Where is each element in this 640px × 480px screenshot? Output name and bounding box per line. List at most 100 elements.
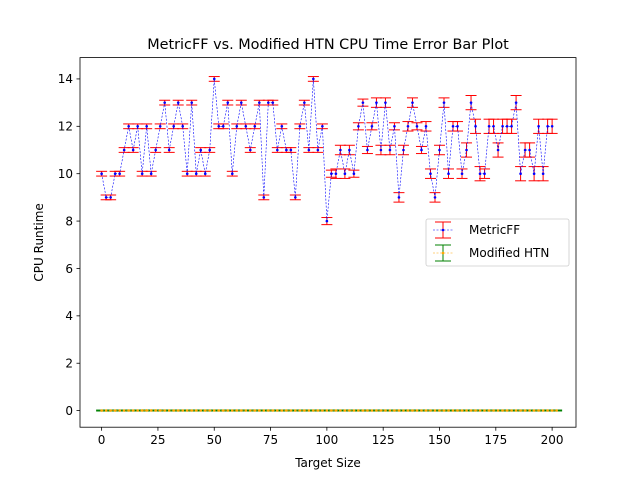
data-point bbox=[113, 409, 117, 412]
data-point bbox=[370, 125, 374, 128]
data-point bbox=[528, 409, 531, 412]
data-point bbox=[262, 196, 266, 199]
data-point bbox=[483, 172, 486, 175]
data-point bbox=[514, 101, 518, 104]
data-point bbox=[185, 409, 189, 412]
y-tick-label: 4 bbox=[65, 309, 73, 323]
data-point bbox=[375, 101, 378, 104]
data-point bbox=[154, 409, 157, 412]
chart-title: MetricFF vs. Modified HTN CPU Time Error… bbox=[147, 37, 509, 53]
legend-label-modified-htn: Modified HTN bbox=[469, 246, 549, 260]
data-point bbox=[388, 409, 392, 412]
data-point bbox=[357, 409, 360, 412]
data-point bbox=[167, 148, 171, 152]
data-point bbox=[496, 148, 500, 152]
x-tick-label: 200 bbox=[541, 433, 564, 447]
data-point bbox=[555, 409, 558, 412]
data-point bbox=[546, 125, 549, 128]
y-tick-label: 0 bbox=[65, 404, 73, 418]
data-point bbox=[104, 196, 108, 199]
data-point bbox=[253, 125, 257, 128]
data-point bbox=[501, 125, 504, 128]
data-point bbox=[203, 172, 207, 175]
data-point bbox=[334, 409, 338, 412]
data-point bbox=[496, 409, 500, 412]
data-point bbox=[127, 125, 130, 128]
data-point bbox=[199, 148, 203, 152]
data-point bbox=[235, 409, 239, 412]
x-tick-label: 125 bbox=[372, 433, 395, 447]
data-point bbox=[167, 409, 171, 412]
data-point bbox=[109, 409, 112, 412]
legend-swatch-metricff bbox=[433, 221, 453, 239]
data-point bbox=[523, 409, 527, 412]
data-point bbox=[253, 409, 257, 412]
data-point bbox=[280, 409, 284, 412]
data-point bbox=[330, 409, 333, 412]
x-tick-label: 150 bbox=[428, 433, 451, 447]
data-point bbox=[248, 409, 252, 412]
data-point bbox=[537, 409, 540, 412]
data-point bbox=[289, 148, 293, 152]
data-point bbox=[388, 148, 392, 152]
data-point bbox=[415, 125, 419, 128]
data-point bbox=[127, 409, 130, 412]
data-point bbox=[221, 409, 225, 412]
data-point bbox=[276, 409, 279, 412]
data-point bbox=[203, 409, 207, 412]
data-point bbox=[505, 125, 509, 128]
data-point bbox=[532, 409, 536, 412]
y-tick-label: 6 bbox=[65, 262, 73, 276]
data-point bbox=[194, 409, 198, 412]
y-tick-label: 8 bbox=[65, 214, 73, 228]
data-point bbox=[429, 172, 432, 175]
data-point bbox=[118, 172, 121, 175]
data-point bbox=[460, 409, 464, 412]
data-point bbox=[519, 172, 522, 175]
data-point bbox=[118, 409, 121, 412]
data-point bbox=[537, 125, 540, 128]
data-point bbox=[244, 125, 248, 128]
data-point bbox=[285, 148, 288, 152]
data-point bbox=[212, 77, 216, 81]
data-point bbox=[384, 409, 387, 412]
data-point bbox=[483, 409, 486, 412]
data-point bbox=[244, 409, 248, 412]
series-modified-htn bbox=[96, 409, 563, 412]
data-point bbox=[550, 409, 554, 412]
data-point bbox=[361, 409, 365, 412]
legend: MetricFF Modified HTN bbox=[425, 218, 570, 267]
data-point bbox=[339, 148, 342, 152]
x-tick-label: 25 bbox=[150, 433, 165, 447]
data-point bbox=[172, 125, 176, 128]
data-point bbox=[181, 409, 185, 412]
data-point bbox=[131, 148, 135, 152]
data-point bbox=[366, 148, 369, 152]
data-point bbox=[294, 196, 297, 199]
data-point bbox=[303, 409, 306, 412]
data-point bbox=[438, 148, 441, 152]
data-point bbox=[492, 409, 495, 412]
data-point bbox=[325, 219, 329, 223]
data-point bbox=[140, 409, 144, 412]
data-point bbox=[145, 409, 148, 412]
data-point bbox=[352, 409, 356, 412]
data-point bbox=[190, 409, 194, 412]
data-point bbox=[176, 409, 180, 412]
data-point bbox=[257, 101, 261, 104]
data-point bbox=[420, 409, 423, 412]
data-point bbox=[298, 409, 302, 412]
data-point bbox=[100, 409, 103, 412]
data-point bbox=[339, 409, 342, 412]
data-point bbox=[145, 125, 148, 128]
data-point bbox=[429, 409, 432, 412]
data-point bbox=[226, 409, 230, 412]
data-point bbox=[163, 101, 166, 104]
data-point bbox=[163, 409, 166, 412]
data-point bbox=[541, 172, 545, 175]
data-point bbox=[221, 125, 225, 128]
data-point bbox=[217, 125, 221, 128]
series-metricff bbox=[96, 76, 558, 226]
data-point bbox=[384, 101, 387, 104]
